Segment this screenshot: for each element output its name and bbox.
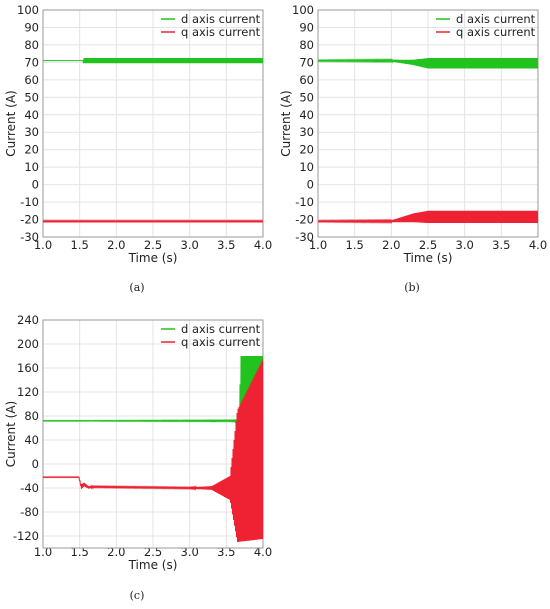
plot-frame [42,9,264,238]
y-tick-label: 60 [24,73,39,87]
y-tick-label: 40 [299,108,314,122]
y-tick-label: 40 [24,433,39,447]
legend-entry: q axis current [181,25,261,39]
y-tick-label: 80 [299,38,314,52]
y-tick-label: -20 [295,213,314,227]
y-axis-title: Current (A) [4,90,18,156]
panel-caption: (b) [404,281,420,294]
x-tick-label: 1.5 [71,545,89,559]
x-tick-label: 2.0 [107,238,125,252]
y-tick-label: 0 [32,178,39,192]
x-tick-label: 3.0 [456,238,474,252]
y-tick-label: 20 [24,143,39,157]
y-tick-label: 10 [299,160,314,174]
x-tick-label: 1.0 [34,238,52,252]
y-tick-label: 30 [299,125,314,139]
series-line-q-axis [318,210,538,225]
y-tick-label: 240 [17,313,39,327]
x-tick-label: 3.0 [181,545,199,559]
y-tick-label: 40 [24,108,39,122]
x-tick-label: 2.5 [144,238,162,252]
x-tick-label: 1.5 [346,238,364,252]
y-tick-label: 80 [24,38,39,52]
y-tick-label: 50 [24,90,39,104]
x-tick-label: 1.5 [71,238,89,252]
x-axis-title: Time (s) [128,251,178,265]
legend-entry: d axis current [456,12,536,26]
y-tick-label: 90 [24,20,39,34]
x-tick-label: 4.0 [254,238,272,252]
y-tick-label: 90 [299,20,314,34]
x-tick-label: 2.0 [107,545,125,559]
x-tick-label: 3.5 [492,238,510,252]
y-tick-label: 50 [299,90,314,104]
legend-entry: q axis current [181,335,261,349]
y-tick-label: 20 [299,143,314,157]
panel-a-current-chart: -30 -20 -10 0 10 20 30 40 50 60 70 80 90 100 1.0 1.5 2.0… [4,3,272,294]
legend-entry: d axis current [181,12,261,26]
y-tick-label: -10 [20,195,39,209]
x-tick-label: 3.5 [217,238,235,252]
series-line-d-axis [43,355,263,477]
y-tick-label: 0 [32,457,39,471]
panel-caption: (a) [129,281,144,294]
y-tick-label: -20 [20,213,39,227]
y-tick-label: 70 [24,55,39,69]
panel-caption: (c) [130,589,145,602]
y-tick-label: -30 [20,230,39,244]
y-tick-label: -10 [295,195,314,209]
y-tick-label: 0 [307,178,314,192]
x-axis-title: Time (s) [128,558,178,572]
y-axis-title: Current (A) [4,401,18,467]
y-tick-label: -30 [295,230,314,244]
y-tick-label: 80 [24,409,39,423]
x-tick-label: 1.0 [309,238,327,252]
panel-b-current-chart: -30 -20 -10 0 10 20 30 40 50 60 70 80 90 100 1.0 1.5 2.0… [279,3,547,294]
y-tick-label: 70 [299,55,314,69]
x-tick-label: 4.0 [529,238,547,252]
x-tick-label: 2.5 [144,545,162,559]
y-tick-label: 60 [299,73,314,87]
y-tick-label: 100 [292,3,314,17]
series-line-d-axis [318,57,538,69]
x-tick-label: 3.0 [181,238,199,252]
y-axis-title: Current (A) [279,90,293,156]
legend-entry: q axis current [456,25,536,39]
x-tick-label: 2.0 [382,238,400,252]
y-tick-label: 200 [17,337,39,351]
y-tick-label: 120 [17,385,39,399]
series-line-q-axis [43,219,263,223]
plot-frame [317,9,539,238]
legend-entry: d axis current [181,322,261,336]
y-tick-label: -40 [20,481,39,495]
y-tick-label: -120 [13,529,39,543]
series-line-d-axis [43,57,263,64]
x-axis-title: Time (s) [403,251,453,265]
y-tick-label: 10 [24,160,39,174]
x-tick-label: 3.5 [217,545,235,559]
y-tick-label: 160 [17,361,39,375]
y-tick-label: 100 [17,3,39,17]
series-line-q-axis [43,358,263,542]
y-tick-label: -80 [20,505,39,519]
y-tick-label: 30 [24,125,39,139]
x-tick-label: 2.5 [419,238,437,252]
